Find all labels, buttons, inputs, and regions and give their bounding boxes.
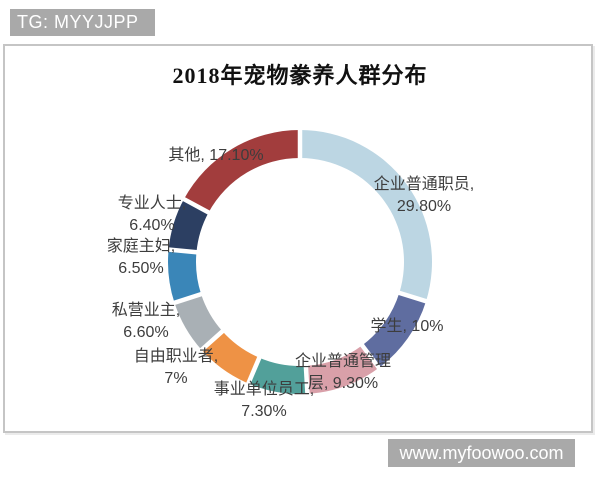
slice-separator bbox=[395, 289, 429, 304]
top-watermark-badge: TG: MYYJJPP bbox=[10, 9, 155, 36]
slice-separator bbox=[166, 247, 200, 255]
pie-slice-4 bbox=[201, 331, 260, 384]
slice-separator bbox=[358, 341, 382, 371]
pie-slice-0 bbox=[300, 130, 432, 302]
pie-slice-3 bbox=[248, 357, 308, 395]
bottom-watermark-badge: www.myfoowoo.com bbox=[388, 439, 575, 467]
slice-separator bbox=[198, 327, 227, 353]
pie-slice-5 bbox=[174, 294, 223, 350]
slice-separator bbox=[171, 291, 205, 306]
slice-separator bbox=[303, 362, 310, 396]
pie-slice-2 bbox=[305, 345, 379, 394]
pie-slice-7 bbox=[168, 199, 209, 253]
top-watermark-text: TG: MYYJJPP bbox=[17, 12, 139, 32]
pie-slice-6 bbox=[168, 249, 202, 303]
bottom-watermark-text: www.myfoowoo.com bbox=[399, 442, 564, 463]
pie-slice-8 bbox=[183, 130, 300, 213]
slice-separator bbox=[181, 196, 213, 216]
slice-separator bbox=[245, 354, 263, 387]
pie-slice-1 bbox=[362, 292, 427, 368]
chart-title: 2018年宠物豢养人群分布 bbox=[172, 63, 428, 88]
